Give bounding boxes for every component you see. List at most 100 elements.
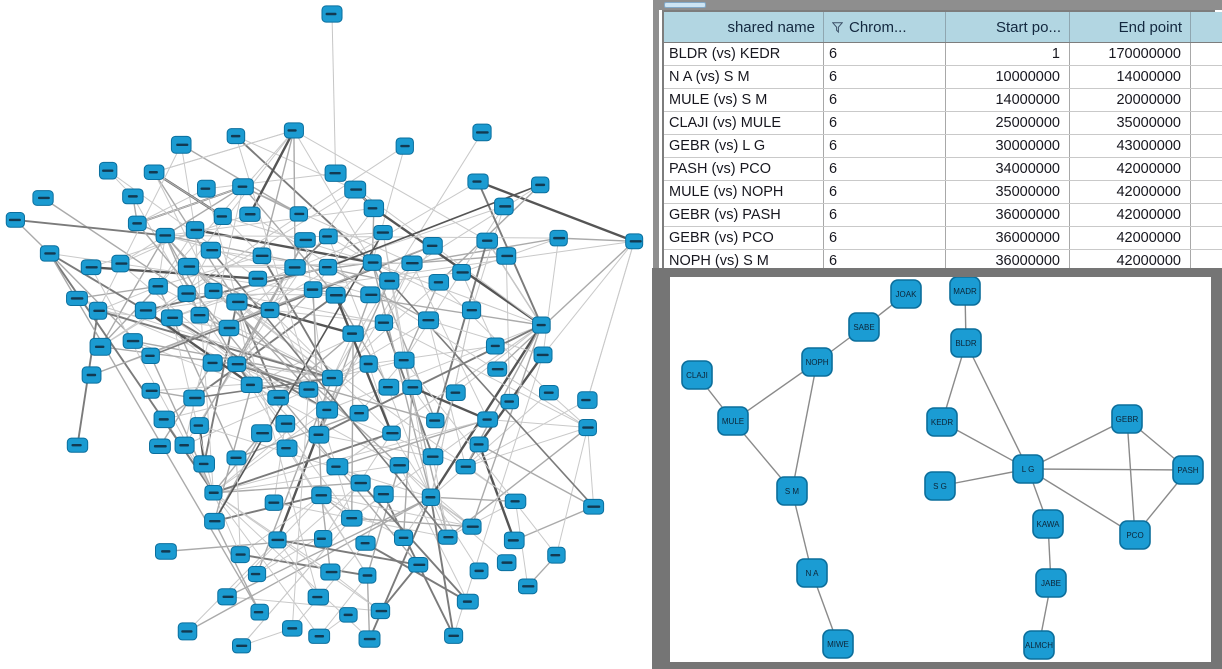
table-cell[interactable]: 6: [823, 157, 946, 181]
table-cell[interactable]: 5.9: [1190, 111, 1222, 135]
network-node[interactable]: [250, 603, 269, 621]
network-node[interactable]: [362, 254, 382, 271]
node-shape[interactable]: [776, 476, 808, 506]
node-shape[interactable]: [796, 558, 828, 588]
node-CLAJI[interactable]: CLAJI: [681, 360, 713, 390]
table-cell[interactable]: GEBR (vs) L G: [664, 134, 824, 158]
node-NA[interactable]: N A: [796, 558, 828, 588]
network-node[interactable]: [504, 493, 527, 510]
table-cell[interactable]: 34000000: [945, 157, 1070, 181]
node-LG[interactable]: L G: [1012, 454, 1044, 484]
network-node[interactable]: [127, 215, 147, 232]
network-node[interactable]: [141, 382, 160, 399]
network-node[interactable]: [532, 316, 551, 334]
network-node[interactable]: [5, 212, 25, 228]
network-node[interactable]: [204, 484, 223, 501]
network-node[interactable]: [154, 543, 177, 560]
network-node[interactable]: [88, 301, 108, 320]
network-node[interactable]: [485, 337, 505, 355]
table-cell[interactable]: 6: [823, 226, 946, 250]
node-NOPH[interactable]: NOPH: [801, 347, 833, 377]
network-node[interactable]: [373, 224, 393, 241]
network-node[interactable]: [134, 301, 157, 320]
node-MADR[interactable]: MADR: [949, 277, 981, 306]
table-cell[interactable]: 14000000: [945, 88, 1070, 112]
table-cell[interactable]: 36000000: [945, 226, 1070, 250]
network-node[interactable]: [303, 281, 323, 298]
network-node[interactable]: [325, 286, 346, 304]
table-cell[interactable]: N A (vs) S M: [664, 65, 824, 89]
network-node[interactable]: [324, 164, 347, 182]
network-node[interactable]: [122, 188, 144, 205]
filter-icon[interactable]: [832, 22, 843, 33]
table-cell[interactable]: 35000000: [945, 180, 1070, 204]
network-node[interactable]: [583, 498, 605, 515]
network-node[interactable]: [321, 369, 343, 387]
network-node[interactable]: [382, 425, 401, 441]
table-cell[interactable]: 6: [823, 203, 946, 227]
table-row[interactable]: NOPH (vs) S M636000000420000009.9: [664, 249, 1222, 272]
network-node[interactable]: [202, 354, 223, 372]
table-cell[interactable]: 6: [823, 180, 946, 204]
table-cell[interactable]: 16.9: [1190, 134, 1222, 158]
node-KAWA[interactable]: KAWA: [1032, 509, 1064, 539]
network-node[interactable]: [264, 494, 284, 511]
network-node[interactable]: [496, 554, 517, 572]
node-shape[interactable]: [950, 328, 982, 358]
network-node[interactable]: [170, 135, 192, 154]
node-shape[interactable]: [926, 407, 958, 437]
network-node[interactable]: [422, 237, 443, 255]
node-SG[interactable]: S G: [924, 471, 956, 501]
table-cell[interactable]: 35000000: [1069, 111, 1191, 135]
network-node[interactable]: [518, 578, 538, 595]
network-node[interactable]: [500, 393, 519, 410]
node-shape[interactable]: [717, 406, 749, 436]
network-node[interactable]: [456, 593, 479, 610]
table-cell[interactable]: 6: [823, 249, 946, 272]
node-KEDR[interactable]: KEDR: [926, 407, 958, 437]
network-node[interactable]: [577, 391, 598, 409]
network-node[interactable]: [252, 247, 272, 265]
table-cell[interactable]: 1: [945, 42, 1070, 66]
network-node[interactable]: [547, 546, 566, 564]
network-node[interactable]: [349, 404, 369, 422]
node-PASH[interactable]: PASH: [1172, 455, 1204, 485]
network-node[interactable]: [308, 425, 330, 444]
network-node[interactable]: [402, 379, 423, 396]
table-row[interactable]: CLAJI (vs) MULE625000000350000005.9: [664, 111, 1222, 135]
node-PCO[interactable]: PCO: [1119, 520, 1151, 550]
network-node[interactable]: [283, 122, 304, 139]
table-cell[interactable]: GEBR (vs) PCO: [664, 226, 824, 250]
network-node[interactable]: [232, 638, 252, 654]
network-canvas-filtered[interactable]: JOAK SABE NOPH CLAJI MULE S M N A MIWE MADR BLDR K…: [670, 277, 1211, 662]
table-cell[interactable]: 7.5: [1190, 88, 1222, 112]
network-node[interactable]: [462, 518, 482, 535]
network-node[interactable]: [472, 123, 492, 142]
table-cell[interactable]: 6: [823, 65, 946, 89]
network-node[interactable]: [141, 347, 160, 365]
table-cell[interactable]: 11.4: [1190, 157, 1222, 181]
node-MULE[interactable]: MULE: [717, 406, 749, 436]
network-node[interactable]: [143, 164, 165, 180]
node-shape[interactable]: [681, 360, 713, 390]
table-row[interactable]: GEBR (vs) PASH636000000420000008.9: [664, 203, 1222, 227]
table-cell[interactable]: 6: [823, 111, 946, 135]
network-node[interactable]: [149, 438, 171, 455]
network-node[interactable]: [378, 378, 400, 396]
network-node[interactable]: [98, 161, 118, 180]
table-cell[interactable]: 42000000: [1069, 203, 1191, 227]
network-node[interactable]: [204, 512, 225, 530]
network-node[interactable]: [445, 384, 466, 402]
node-SABE[interactable]: SABE: [848, 312, 880, 342]
network-node[interactable]: [389, 457, 410, 474]
network-node[interactable]: [32, 190, 54, 206]
network-node[interactable]: [316, 401, 339, 419]
node-shape[interactable]: [1035, 568, 1067, 598]
network-node[interactable]: [370, 602, 391, 620]
network-node[interactable]: [284, 259, 306, 276]
network-node[interactable]: [549, 229, 568, 247]
column-header-genetic[interactable]: Genetic...: [1190, 12, 1222, 43]
network-node[interactable]: [308, 628, 331, 644]
network-node[interactable]: [190, 306, 209, 324]
network-node[interactable]: [539, 384, 559, 401]
